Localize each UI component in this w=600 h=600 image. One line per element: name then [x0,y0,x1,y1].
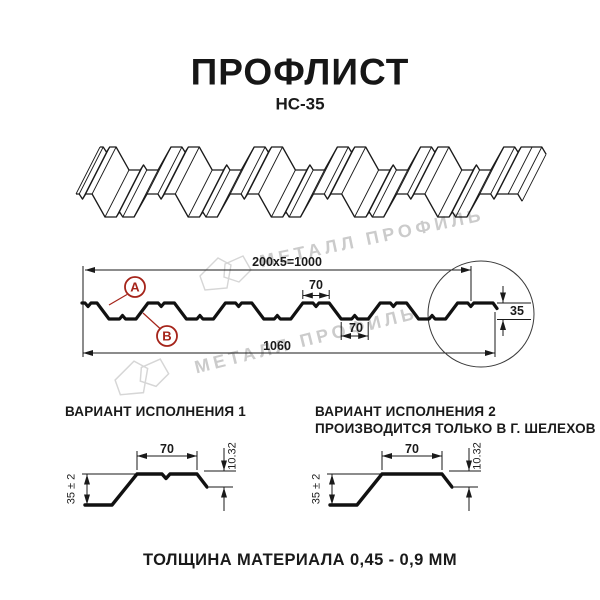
dim-total-bottom-label: 1060 [263,338,291,353]
page-subtitle: НС-35 [275,94,325,114]
page-title: ПРОФЛИСТ [190,51,410,93]
variant2-dimensions [327,448,481,511]
variant1-heading: ВАРИАНТ ИСПОЛНЕНИЯ 1 [65,404,246,419]
cross-section-profile [80,301,499,321]
callout-b [142,312,178,347]
variant1-dimensions [82,448,236,511]
dim-module-bottom-label: 70 [349,320,363,335]
variant2-dim-top-label: 70 [405,441,419,456]
variant2-profile [328,472,454,507]
dim-total-top-label: 200x5=1000 [252,254,322,269]
variant1-dim-top-label: 70 [160,441,174,456]
dim-height-label: 35 [510,303,524,318]
watermark-logo-lower [114,358,170,396]
dim-module-top-label: 70 [309,277,323,292]
watermark-logo-upper [199,255,252,291]
variant2-dim-height-label: 35 ± 2 [310,473,323,505]
label-b: B [162,328,172,344]
label-a: A [130,279,140,295]
callout-a [108,276,146,306]
variant2-heading: ВАРИАНТ ИСПОЛНЕНИЯ 2 [315,404,496,419]
detail-circle [427,260,535,368]
variant1-dim-lip-label: 10.32 [226,442,239,470]
variant1-profile [83,472,209,507]
variant2-dim-lip-label: 10.32 [471,442,484,470]
cross-section-dimensions [82,266,531,357]
sheet-3d-drawing [75,146,547,218]
variant2-subheading: ПРОИЗВОДИТСЯ ТОЛЬКО В Г. ШЕЛЕХОВ [315,421,596,436]
footer-note: ТОЛЩИНА МАТЕРИАЛА 0,45 - 0,9 ММ [143,550,457,569]
variant1-dim-height-label: 35 ± 2 [65,473,78,505]
